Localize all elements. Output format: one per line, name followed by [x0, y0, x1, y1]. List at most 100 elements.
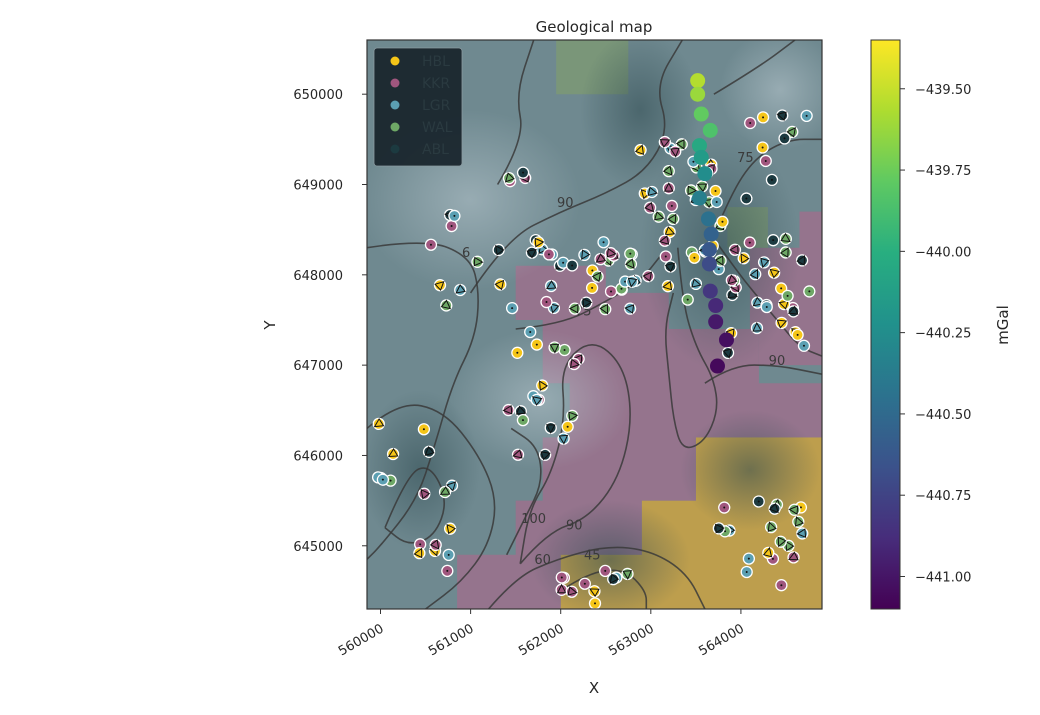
contour-line-1 [469, 40, 683, 294]
sample-point-197 [756, 141, 769, 154]
legend: HBL KKR LGR WAL ABL [373, 47, 463, 167]
gravity-station-15 [718, 332, 734, 348]
contour-line-2 [515, 256, 661, 330]
gravity-station-9 [703, 226, 719, 242]
sample-point-102 [725, 274, 738, 287]
sample-point-97 [791, 328, 804, 342]
sample-point-188 [502, 172, 516, 185]
sample-point-186 [492, 243, 505, 257]
sample-point-3 [643, 201, 657, 214]
sample-point-117 [557, 432, 570, 445]
sample-point-87 [787, 305, 800, 318]
sample-point-108 [502, 403, 515, 417]
legend-entry-lgr: LGR [390, 98, 451, 114]
gravity-station-6 [697, 166, 713, 182]
sample-point-43 [665, 199, 679, 213]
colorbar-tick-label-0: −441.00 [915, 570, 971, 585]
sample-point-10 [689, 277, 703, 291]
sample-point-99 [750, 321, 764, 335]
sample-point-194 [765, 173, 779, 187]
sample-point-82 [779, 246, 792, 259]
y-tick-label-2: 647000 [293, 359, 343, 374]
colorbar: −441.00 −440.75 −440.50 −440.25 −440.00 −439.… [870, 39, 1012, 610]
sample-point-136 [775, 579, 788, 592]
sample-point-107 [538, 448, 552, 461]
legend-label-kkr: KKR [422, 76, 450, 92]
y-tick-label-1: 646000 [293, 449, 343, 464]
gravity-stations [690, 73, 734, 374]
colorbar-tick-label-1: −440.75 [915, 489, 971, 504]
sample-point-193 [740, 192, 753, 205]
y-tick-label-3: 648000 [293, 269, 343, 284]
sample-point-158 [417, 423, 431, 436]
contour-line-7 [487, 546, 706, 609]
legend-entry-hbl: HBL [390, 54, 450, 70]
sample-point-146 [578, 577, 591, 590]
x-axis-ticks: 560000 561000 562000 563000 564000 [336, 609, 747, 659]
sample-point-115 [558, 343, 571, 357]
sample-point-104 [757, 256, 771, 269]
sample-point-52 [597, 236, 610, 249]
sample-point-22 [634, 143, 647, 157]
contour-line-3 [367, 242, 479, 560]
sample-point-139 [712, 522, 725, 535]
x-tick-label-1: 561000 [426, 621, 476, 659]
sample-point-74 [565, 259, 579, 272]
sample-point-171 [438, 485, 452, 499]
sample-point-189 [433, 279, 447, 292]
sample-point-163 [442, 548, 455, 562]
sample-point-28 [709, 184, 722, 198]
sample-point-20 [716, 215, 729, 228]
sample-point-96 [728, 243, 742, 256]
sample-point-7 [642, 270, 655, 283]
sample-point-110 [530, 338, 543, 351]
colorbar-gradient [870, 39, 901, 610]
sample-point-126 [752, 495, 765, 508]
sample-point-135 [768, 502, 781, 515]
gravity-station-12 [702, 283, 718, 299]
contour-line-5 [519, 344, 631, 565]
sample-point-61 [585, 281, 599, 295]
colorbar-tick-label-5: −439.75 [915, 164, 971, 179]
x-axis-label: X [589, 679, 599, 697]
contour-label-4: 90 [769, 354, 786, 369]
sample-point-14 [664, 260, 677, 273]
colorbar-ticks: −441.00 −440.75 −440.50 −440.25 −440.00 −439.… [900, 83, 971, 585]
gravity-station-2 [693, 106, 709, 122]
gravity-station-11 [701, 256, 717, 272]
sample-point-65 [591, 270, 604, 283]
sample-point-131 [764, 520, 778, 534]
contour-label-8: 45 [584, 548, 601, 563]
sample-point-112 [566, 409, 579, 422]
sample-point-57 [544, 279, 558, 293]
sample-point-138 [740, 565, 753, 579]
sample-point-83 [737, 252, 750, 265]
y-tick-label-0: 645000 [293, 540, 343, 555]
sample-point-175 [525, 246, 539, 259]
legend-marker-abl [390, 144, 400, 154]
contour-label-1: 90 [557, 196, 574, 211]
sample-point-196 [786, 125, 799, 139]
legend-label-hbl: HBL [422, 54, 450, 70]
contour-line-14 [713, 40, 796, 95]
gravity-station-7 [691, 190, 707, 206]
sample-point-141 [742, 552, 756, 565]
y-axis-label: Y [261, 320, 279, 331]
sample-point-198 [756, 111, 770, 124]
gravity-station-1 [690, 86, 706, 102]
sample-point-72 [568, 302, 582, 315]
legend-marker-lgr [390, 100, 400, 110]
sample-point-51 [599, 302, 612, 316]
sample-point-147 [599, 564, 612, 578]
legend-marker-wal [390, 122, 400, 132]
x-tick-label-0: 560000 [336, 621, 386, 659]
gravity-station-0 [690, 73, 706, 89]
sample-point-155 [565, 585, 578, 598]
sample-point-144 [787, 551, 800, 564]
sample-point-19 [662, 164, 675, 178]
legend-entry-abl: ABL [390, 142, 449, 158]
sample-point-124 [567, 357, 581, 371]
sample-point-101 [779, 232, 792, 245]
contour-label-0: 75 [737, 151, 754, 166]
